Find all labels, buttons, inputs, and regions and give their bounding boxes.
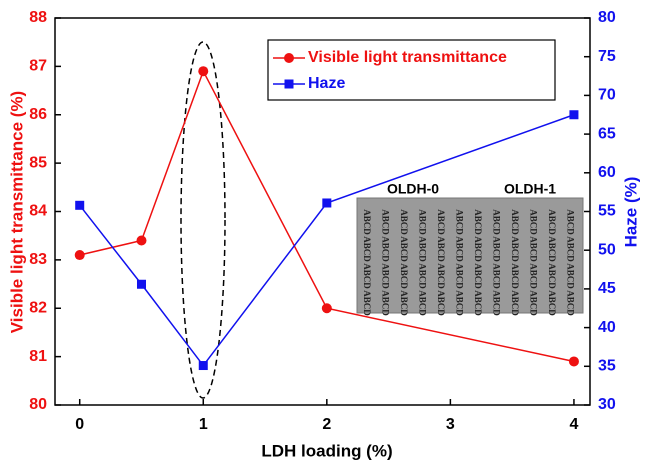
x-tick-label: 4 — [569, 416, 578, 433]
y-tick-label: 83 — [29, 251, 47, 268]
inset-text: ABCD — [454, 209, 464, 235]
legend-label: Haze — [308, 75, 345, 92]
inset-text: ABCD — [547, 236, 557, 262]
inset-text: ABCD — [399, 236, 409, 262]
point — [75, 200, 85, 210]
inset-text: ABCD — [362, 290, 372, 316]
point — [322, 198, 332, 208]
inset-text: ABCD — [547, 290, 557, 316]
inset-text: ABCD — [417, 209, 427, 235]
inset-text: ABCD — [362, 263, 372, 289]
inset-photo: OLDH-0 OLDH-1ABCDABCDABCDABCDABCDABCDABCD… — [356, 181, 584, 316]
x-tick-label: 2 — [322, 416, 331, 433]
inset-text: ABCD — [491, 263, 501, 289]
inset-text: ABCD — [436, 263, 446, 289]
inset-text: ABCD — [528, 290, 538, 316]
y-axis-label: Visible light transmittance (%) — [7, 91, 26, 333]
y2-tick-label: 75 — [598, 48, 616, 65]
inset-text: ABCD — [491, 236, 501, 262]
inset-text: ABCD — [510, 209, 520, 235]
inset-text: ABCD — [491, 209, 501, 235]
inset-text: ABCD — [399, 290, 409, 316]
y-tick-label: 85 — [29, 154, 47, 171]
inset-text: ABCD — [510, 236, 520, 262]
inset-text: ABCD — [528, 236, 538, 262]
y2-tick-label: 30 — [598, 396, 616, 413]
inset-text: ABCD — [491, 290, 501, 316]
inset-text: ABCD — [473, 263, 483, 289]
y-tick-label: 87 — [29, 58, 47, 75]
point — [321, 303, 332, 314]
inset-text: ABCD — [380, 290, 390, 316]
inset-text: ABCD — [510, 290, 520, 316]
y-tick-label: 88 — [29, 9, 47, 26]
point — [568, 356, 579, 367]
inset-text: ABCD — [565, 236, 575, 262]
inset-text: ABCD — [547, 263, 557, 289]
legend-marker — [284, 79, 294, 89]
inset-label: OLDH-1 — [504, 181, 556, 197]
y-tick-label: 80 — [29, 396, 47, 413]
legend-box — [267, 39, 556, 101]
y2-axis-label: Haze (%) — [621, 177, 640, 248]
point — [569, 110, 579, 120]
inset-background — [356, 197, 584, 314]
inset-text: ABCD — [454, 263, 464, 289]
inset-text: ABCD — [362, 209, 372, 235]
inset-text: ABCD — [380, 236, 390, 262]
legend-label: Visible light transmittance — [308, 49, 507, 66]
inset-text: ABCD — [436, 209, 446, 235]
x-tick-label: 1 — [199, 416, 208, 433]
point — [198, 361, 208, 371]
legend-marker — [284, 53, 294, 63]
y-tick-label: 82 — [29, 299, 47, 316]
x-tick-label: 3 — [446, 416, 455, 433]
y2-tick-label: 65 — [598, 125, 616, 142]
inset-text: ABCD — [473, 209, 483, 235]
inset-text: ABCD — [454, 236, 464, 262]
y2-tick-label: 50 — [598, 241, 616, 258]
inset-text: ABCD — [473, 290, 483, 316]
point — [136, 279, 146, 289]
inset-text: ABCD — [417, 290, 427, 316]
inset-text: ABCD — [436, 236, 446, 262]
y2-tick-label: 70 — [598, 87, 616, 104]
inset-text: ABCD — [473, 236, 483, 262]
inset-text: ABCD — [565, 290, 575, 316]
inset-label: OLDH-0 — [387, 181, 439, 197]
y2-tick-label: 60 — [598, 164, 616, 181]
point — [198, 66, 209, 77]
inset-text: ABCD — [528, 209, 538, 235]
inset-text: ABCD — [528, 263, 538, 289]
highlight-ellipse — [180, 41, 226, 399]
x-tick-label: 0 — [75, 416, 84, 433]
y-tick-label: 84 — [29, 203, 47, 220]
inset-text: ABCD — [399, 209, 409, 235]
point — [74, 250, 85, 261]
y2-tick-label: 80 — [598, 9, 616, 26]
inset-text: ABCD — [510, 263, 520, 289]
inset-text: ABCD — [417, 263, 427, 289]
inset-text: ABCD — [380, 209, 390, 235]
y2-tick-label: 40 — [598, 319, 616, 336]
inset-text: ABCD — [454, 290, 464, 316]
y2-tick-label: 55 — [598, 203, 616, 220]
inset-text: ABCD — [565, 263, 575, 289]
point — [136, 235, 147, 246]
inset-text: ABCD — [547, 209, 557, 235]
y-tick-label: 86 — [29, 106, 47, 123]
y2-tick-label: 45 — [598, 280, 616, 297]
x-axis-label: LDH loading (%) — [261, 441, 392, 460]
inset-text: ABCD — [380, 263, 390, 289]
inset-text: ABCD — [565, 209, 575, 235]
inset-text: ABCD — [399, 263, 409, 289]
y2-tick-label: 35 — [598, 358, 616, 375]
y-tick-label: 81 — [29, 348, 47, 365]
inset-text: ABCD — [417, 236, 427, 262]
inset-text: ABCD — [362, 236, 372, 262]
inset-text: ABCD — [436, 290, 446, 316]
